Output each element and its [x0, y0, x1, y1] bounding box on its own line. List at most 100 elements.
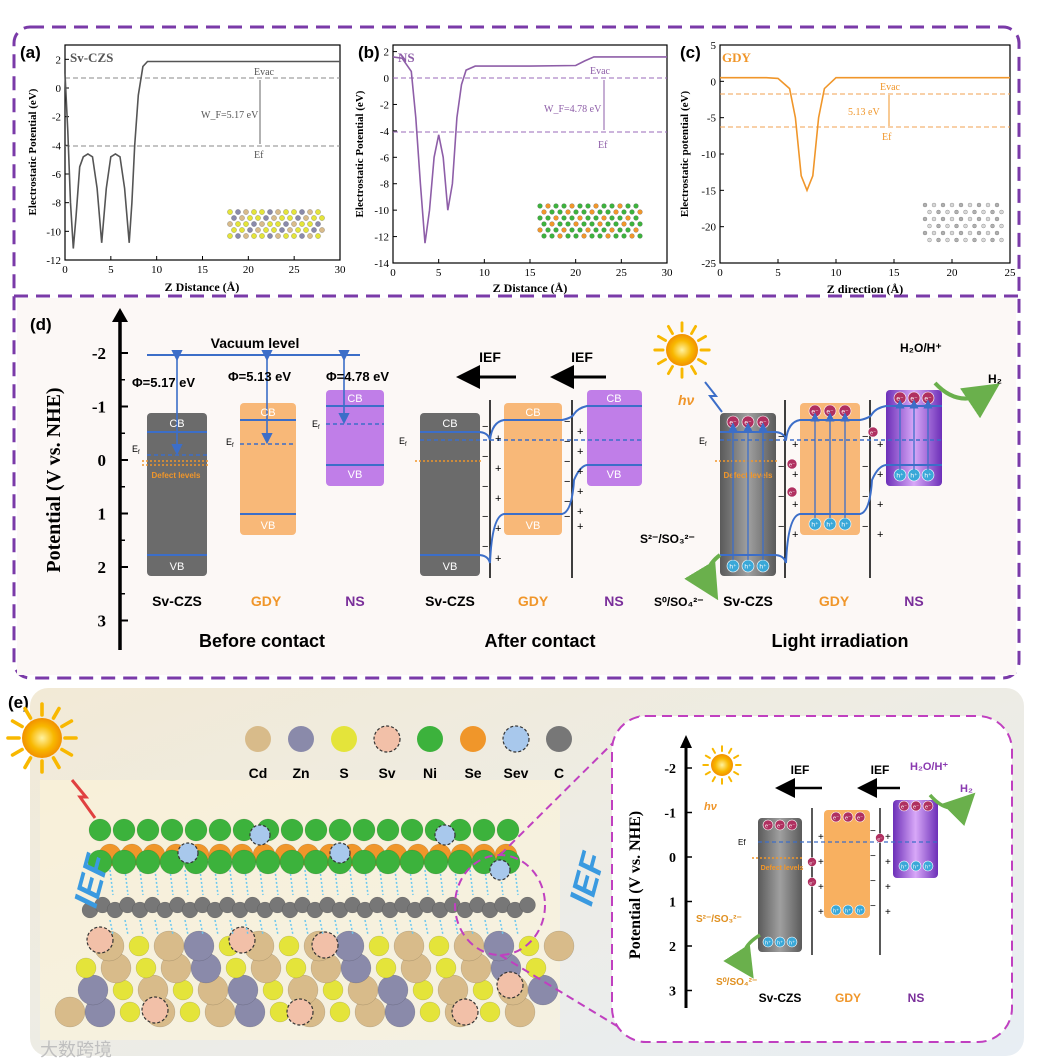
before-label-ns: NS	[345, 593, 364, 609]
legend-label-cd: Cd	[249, 765, 268, 781]
structure-atom	[557, 233, 563, 239]
charge-plus: +	[577, 486, 583, 498]
interlayer-bond	[394, 869, 399, 896]
structure-atom	[609, 227, 615, 233]
electron	[842, 811, 854, 823]
panel-d-label: (d)	[30, 315, 52, 334]
structure-atom	[319, 227, 325, 233]
structure-atom	[549, 209, 555, 215]
electron	[922, 800, 934, 812]
after-interface-charges: −+−+−+−+−+−+−+−+−+−+−+	[482, 416, 583, 565]
hole	[898, 860, 910, 872]
structure-atom	[999, 223, 1004, 229]
legend-swatch-se	[460, 726, 486, 752]
inset-gdy-band	[824, 810, 870, 918]
structure-atom	[581, 233, 587, 239]
structure-atom	[573, 209, 579, 215]
structure-atom	[315, 209, 321, 215]
structure-atom	[311, 215, 317, 221]
hole	[842, 904, 854, 916]
interlayer-bond	[514, 919, 519, 936]
structure-atom	[593, 215, 599, 221]
before-label-czs: Sv-CZS	[152, 593, 202, 609]
structure-atom	[307, 209, 313, 215]
atom-ni	[160, 818, 184, 842]
interlayer-bond	[109, 919, 114, 936]
charge-minus: −	[870, 876, 876, 887]
interlayer-bond	[124, 919, 129, 936]
panel-b-structure-image	[537, 203, 643, 239]
d-y-tick-label: 3	[98, 612, 107, 631]
carrier-label: h⁺	[857, 908, 863, 915]
atom-s	[135, 957, 157, 979]
legend-swatch-sv	[373, 725, 401, 753]
charge-minus: −	[564, 456, 570, 468]
structure-atom	[621, 233, 627, 239]
atom-ni	[280, 818, 304, 842]
after-cb-path	[420, 405, 642, 441]
structure-atom	[994, 230, 1000, 236]
interlayer-bond	[439, 869, 444, 896]
interlayer-bond	[349, 919, 354, 936]
structure-atom	[569, 203, 575, 209]
interlayer-bond	[274, 869, 279, 896]
interlayer-bond	[184, 919, 189, 936]
watermark: 大数跨境	[40, 1040, 112, 1060]
structure-atom	[299, 233, 305, 239]
atom-sv	[311, 931, 339, 959]
before-ns-cb-label: CB	[347, 393, 362, 405]
panel-b-wf: W_F=4.78 eV	[544, 104, 602, 115]
structure-atom	[553, 203, 559, 209]
inset-label-gdy: GDY	[835, 991, 861, 1005]
d-y-tick-label: 0	[98, 451, 107, 470]
x-tick-label: 0	[390, 267, 396, 279]
charge-plus: +	[818, 882, 824, 893]
structure-atom	[990, 223, 995, 229]
sun-ray	[711, 747, 716, 754]
interlayer-bond	[484, 919, 489, 936]
panel-c-title: GDY	[722, 50, 752, 65]
structure-atom	[617, 227, 623, 233]
interlayer-bond	[169, 869, 174, 896]
sun-ray	[704, 771, 711, 776]
atom-ni	[136, 818, 160, 842]
interlayer-bond	[514, 869, 519, 896]
inset-y-tick-label: 1	[669, 896, 676, 911]
charge-minus: −	[778, 461, 784, 473]
structure-atom	[617, 215, 623, 221]
stage-after-contact: After contact	[484, 631, 595, 651]
interlayer-bond	[319, 869, 324, 896]
x-tick-label: 30	[335, 264, 347, 276]
atom-s	[525, 957, 547, 979]
structure-atom	[303, 227, 309, 233]
structure-atom	[267, 209, 273, 215]
inset-yaxis-arrowhead	[680, 735, 692, 748]
hole	[774, 936, 786, 948]
atom-sv	[141, 996, 169, 1024]
atom-ni	[304, 818, 328, 842]
legend-label-sv: Sv	[378, 765, 395, 781]
structure-atom	[601, 203, 607, 209]
before-ns-vb-label: VB	[348, 469, 363, 481]
panel-c-structure-image	[922, 202, 1004, 243]
structure-atom	[922, 202, 928, 208]
charge-plus: +	[818, 857, 824, 868]
inset-hv-label: hν	[704, 801, 718, 813]
y-tick-label: -14	[374, 258, 389, 270]
interlayer-bond	[469, 919, 474, 936]
structure-atom	[251, 221, 257, 227]
y-tick-label: -25	[701, 258, 716, 270]
charge-plus: +	[577, 426, 583, 438]
structure-atom	[593, 203, 599, 209]
structure-atom	[629, 233, 635, 239]
structure-atom	[537, 203, 543, 209]
sun-disc	[22, 718, 62, 758]
x-tick-label: 0	[62, 264, 68, 276]
structure-atom	[972, 223, 977, 229]
structure-atom	[605, 233, 611, 239]
structure-atom	[231, 215, 237, 221]
carrier-label: e⁻	[913, 805, 919, 811]
carrier-label: e⁻	[857, 816, 863, 822]
structure-atom	[275, 221, 281, 227]
